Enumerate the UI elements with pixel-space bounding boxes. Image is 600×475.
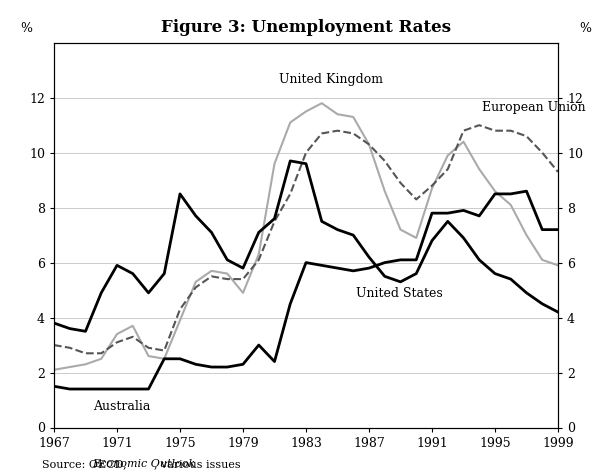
Text: United States: United States [356, 287, 443, 300]
Text: Australia: Australia [94, 399, 151, 413]
Text: %: % [580, 22, 592, 35]
Text: %: % [20, 22, 32, 35]
Text: Economic Outlook: Economic Outlook [92, 459, 195, 469]
Text: Source: OECD,: Source: OECD, [42, 459, 130, 469]
Text: European Union: European Union [482, 102, 586, 114]
Title: Figure 3: Unemployment Rates: Figure 3: Unemployment Rates [161, 19, 451, 36]
Text: United Kingdom: United Kingdom [279, 73, 383, 86]
Text: , various issues: , various issues [154, 459, 240, 469]
